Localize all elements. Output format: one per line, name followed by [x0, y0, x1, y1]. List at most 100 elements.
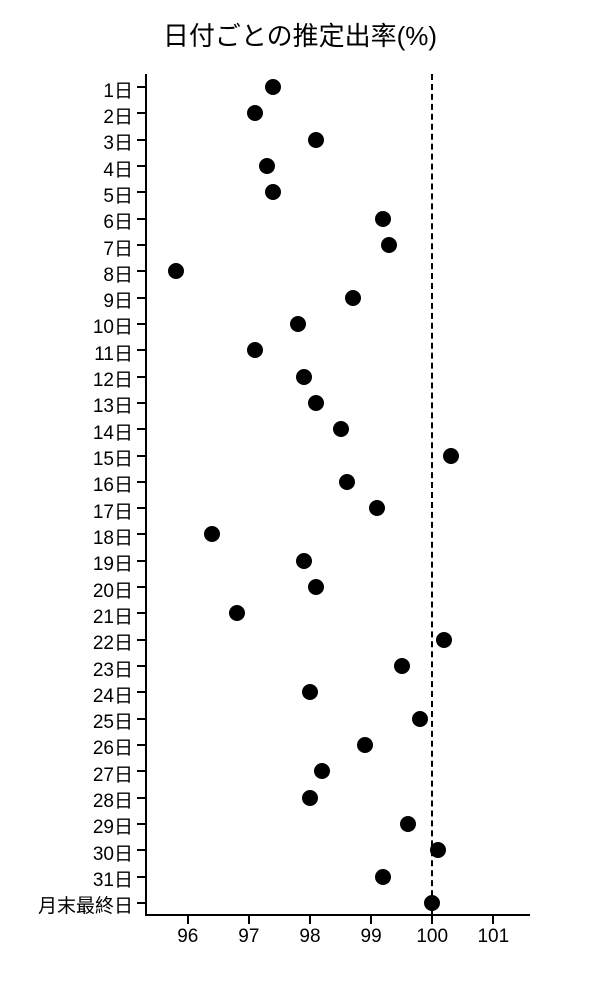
data-point — [290, 316, 306, 332]
data-point — [345, 290, 361, 306]
y-tick — [137, 139, 145, 141]
y-tick — [137, 191, 145, 193]
y-tick-label: 9日 — [103, 286, 133, 313]
y-tick-label: 17日 — [93, 497, 133, 524]
data-point — [424, 895, 440, 911]
data-point — [412, 711, 428, 727]
y-tick — [137, 744, 145, 746]
y-tick — [137, 165, 145, 167]
data-point — [302, 790, 318, 806]
y-tick-label: 23日 — [93, 655, 133, 682]
data-point — [375, 869, 391, 885]
y-tick-label: 月末最終日 — [38, 891, 133, 918]
data-point — [302, 684, 318, 700]
y-tick-label: 25日 — [93, 707, 133, 734]
y-tick-label: 11日 — [94, 339, 133, 366]
data-point — [168, 263, 184, 279]
y-tick — [137, 112, 145, 114]
data-point — [443, 448, 459, 464]
y-tick-label: 29日 — [93, 812, 133, 839]
y-tick-label: 5日 — [103, 181, 133, 208]
data-point — [308, 579, 324, 595]
y-tick — [137, 718, 145, 720]
y-tick — [137, 823, 145, 825]
data-point — [308, 132, 324, 148]
data-point — [400, 816, 416, 832]
data-point — [381, 237, 397, 253]
y-tick-label: 13日 — [93, 391, 133, 418]
data-point — [436, 632, 452, 648]
y-tick-label: 20日 — [93, 576, 133, 603]
y-tick-label: 12日 — [93, 365, 133, 392]
y-tick-label: 16日 — [93, 470, 133, 497]
x-tick-label: 97 — [238, 926, 259, 948]
y-tick-label: 1日 — [103, 76, 133, 103]
y-tick-label: 14日 — [93, 418, 133, 445]
y-tick-label: 6日 — [103, 207, 133, 234]
reference-line — [431, 74, 433, 916]
x-tick — [492, 916, 494, 924]
y-tick-label: 10日 — [93, 312, 133, 339]
chart-title: 日付ごとの推定出率(%) — [0, 16, 600, 53]
data-point — [259, 158, 275, 174]
y-axis-line — [145, 74, 147, 916]
data-point — [265, 184, 281, 200]
data-point — [339, 474, 355, 490]
x-tick-label: 101 — [477, 926, 509, 948]
y-tick — [137, 560, 145, 562]
y-tick — [137, 297, 145, 299]
data-point — [308, 395, 324, 411]
x-axis-line — [145, 914, 530, 916]
plot-area: 1日2日3日4日5日6日7日8日9日10日11日12日13日14日15日16日1… — [145, 74, 530, 916]
y-tick-label: 28日 — [93, 786, 133, 813]
data-point — [357, 737, 373, 753]
y-tick — [137, 481, 145, 483]
data-point — [296, 369, 312, 385]
x-tick-label: 98 — [299, 926, 320, 948]
y-tick — [137, 612, 145, 614]
data-point — [247, 105, 263, 121]
y-tick — [137, 349, 145, 351]
y-tick — [137, 770, 145, 772]
x-tick — [309, 916, 311, 924]
data-point — [369, 500, 385, 516]
y-tick-label: 3日 — [103, 128, 133, 155]
y-tick-label: 26日 — [93, 733, 133, 760]
x-tick-label: 100 — [416, 926, 448, 948]
y-tick — [137, 665, 145, 667]
data-point — [430, 842, 446, 858]
x-tick — [370, 916, 372, 924]
y-tick-label: 30日 — [93, 839, 133, 866]
y-tick-label: 24日 — [93, 681, 133, 708]
y-tick-label: 21日 — [93, 602, 133, 629]
y-tick — [137, 902, 145, 904]
y-tick-label: 18日 — [93, 523, 133, 550]
y-tick-label: 4日 — [103, 155, 133, 182]
y-tick — [137, 797, 145, 799]
y-tick — [137, 533, 145, 535]
y-tick — [137, 507, 145, 509]
y-tick — [137, 876, 145, 878]
y-tick — [137, 849, 145, 851]
y-tick — [137, 244, 145, 246]
y-tick-label: 31日 — [93, 865, 133, 892]
y-tick-label: 22日 — [93, 628, 133, 655]
data-point — [314, 763, 330, 779]
data-point — [265, 79, 281, 95]
y-tick — [137, 323, 145, 325]
data-point — [229, 605, 245, 621]
data-point — [204, 526, 220, 542]
y-tick-label: 8日 — [103, 260, 133, 287]
data-point — [247, 342, 263, 358]
y-tick-label: 7日 — [103, 234, 133, 261]
y-tick — [137, 270, 145, 272]
y-tick-label: 15日 — [93, 444, 133, 471]
y-tick-label: 27日 — [93, 760, 133, 787]
data-point — [296, 553, 312, 569]
chart-container: 日付ごとの推定出率(%) 1日2日3日4日5日6日7日8日9日10日11日12日… — [0, 0, 600, 1000]
y-tick — [137, 218, 145, 220]
x-tick — [431, 916, 433, 924]
y-tick — [137, 86, 145, 88]
data-point — [375, 211, 391, 227]
data-point — [394, 658, 410, 674]
